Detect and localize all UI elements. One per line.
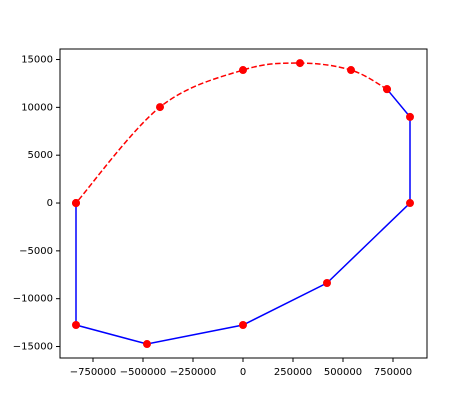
y-tick-label: −10000	[13, 294, 53, 305]
point	[323, 278, 331, 287]
plot-frame	[59, 48, 428, 359]
point	[406, 199, 414, 208]
point	[239, 66, 247, 75]
y-tick-label: −5000	[19, 246, 53, 257]
point	[72, 199, 80, 208]
series-line	[75, 62, 388, 204]
point	[406, 112, 414, 121]
x-tick-label: 250000	[274, 367, 312, 378]
point	[383, 85, 391, 94]
y-tick-label: 5000	[28, 150, 53, 161]
point	[239, 320, 247, 329]
point	[156, 103, 164, 112]
series-line	[75, 88, 411, 345]
x-tick-label: 0	[240, 367, 246, 378]
y-tick-label: 0	[47, 198, 53, 209]
point	[143, 340, 151, 349]
point	[72, 320, 80, 329]
point	[296, 59, 304, 68]
y-tick-label: 15000	[21, 55, 53, 66]
point	[347, 66, 355, 75]
y-tick-label: −15000	[13, 342, 53, 353]
x-tick-label: −500000	[120, 367, 167, 378]
x-tick-label: 750000	[374, 367, 412, 378]
x-tick-label: −250000	[170, 367, 217, 378]
x-tick-label: 500000	[324, 367, 362, 378]
y-tick-label: 10000	[21, 102, 53, 113]
x-tick-label: −750000	[70, 367, 117, 378]
